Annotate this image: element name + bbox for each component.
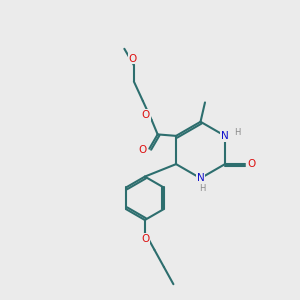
Text: N: N xyxy=(197,173,204,183)
Text: O: O xyxy=(142,110,150,120)
Text: N: N xyxy=(221,131,229,141)
Text: H: H xyxy=(234,128,240,137)
Text: O: O xyxy=(129,54,137,64)
Text: O: O xyxy=(248,159,256,169)
Text: H: H xyxy=(199,184,205,193)
Text: O: O xyxy=(138,145,146,155)
Text: O: O xyxy=(141,234,149,244)
